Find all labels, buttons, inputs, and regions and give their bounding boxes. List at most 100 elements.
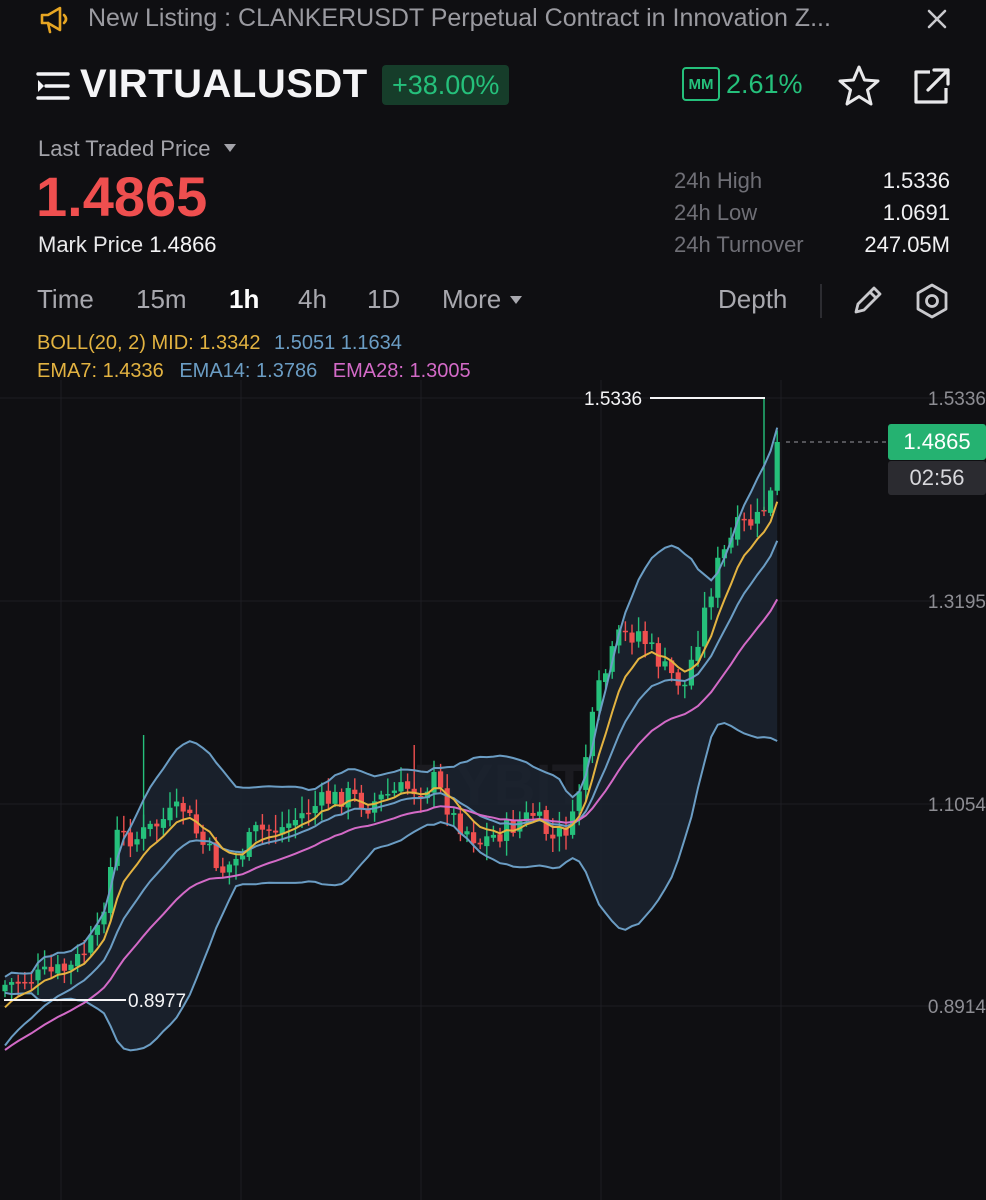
mm-value: 2.61% — [726, 68, 803, 99]
stat-value-24h-turnover: 247.05M — [864, 232, 950, 257]
ema28-label: EMA28: — [332, 360, 404, 382]
megaphone-icon — [40, 6, 68, 34]
tab-1d[interactable]: 1D — [367, 284, 401, 314]
bollinger-band-fill — [5, 427, 778, 1051]
boll-label: BOLL(20, 2) MID: — [37, 332, 194, 354]
bollinger-lower-line — [4, 721, 778, 1052]
menu-icon[interactable] — [36, 70, 70, 102]
candle-body — [372, 801, 378, 813]
candle-body — [391, 790, 397, 793]
candle-body — [688, 659, 694, 686]
candle-body — [299, 813, 305, 819]
candle-body — [220, 866, 226, 873]
announcement-banner[interactable]: New Listing : CLANKERUSDT Perpetual Cont… — [0, 0, 986, 40]
ema7-line — [4, 501, 779, 1009]
candle-body — [695, 646, 701, 661]
candle-body — [233, 858, 239, 866]
mm-icon: MM — [682, 67, 720, 101]
candle-body — [741, 518, 747, 521]
candle-body — [490, 834, 496, 838]
settings-icon[interactable] — [914, 282, 950, 320]
candle-body — [768, 490, 774, 513]
candle-body — [180, 803, 186, 812]
candle-body — [15, 981, 21, 984]
candle-body — [629, 632, 635, 643]
tab-1h[interactable]: 1h — [229, 284, 260, 314]
candle-body — [127, 832, 133, 847]
tab-depth[interactable]: Depth — [718, 284, 788, 314]
mm-indicator[interactable]: MM 2.61% — [682, 67, 803, 101]
ema7-label: EMA7: — [37, 360, 98, 382]
candle-body — [55, 964, 61, 974]
pencil-icon[interactable] — [850, 284, 884, 318]
candle-body — [576, 791, 582, 811]
tab-15m[interactable]: 15m — [136, 284, 187, 314]
last-traded-price: 1.4865 — [36, 165, 208, 228]
candle-body — [167, 807, 173, 821]
candle-body — [405, 781, 411, 789]
candle-body — [200, 831, 206, 845]
symbol-title[interactable]: VIRTUALUSDT — [80, 62, 368, 106]
candle-body — [530, 812, 536, 816]
price-chart[interactable]: BYBIT 1.5336 0.8977 1.5336 1.3195 1.1054… — [0, 380, 986, 1200]
candle-body — [721, 549, 727, 559]
ema14-label: EMA14: — [179, 360, 251, 382]
candle-body — [48, 966, 54, 972]
candle-body — [735, 517, 741, 540]
candle-body — [550, 834, 556, 839]
candle-body — [636, 631, 642, 642]
candle-body — [292, 819, 298, 826]
boll-legend: BOLL(20, 2) MID: 1.3342 1.5051 1.1634 — [37, 332, 402, 355]
candle-body — [81, 953, 87, 956]
y-tick-label: 1.1054 — [928, 795, 986, 816]
candle-body — [141, 827, 147, 839]
candle-body — [398, 782, 404, 792]
tab-4h[interactable]: 4h — [298, 284, 327, 314]
tab-time[interactable]: Time — [37, 284, 94, 314]
change-badge: +38.00% — [382, 65, 510, 105]
candle-body — [484, 836, 490, 847]
candle-body — [312, 806, 318, 814]
tab-more[interactable]: More — [442, 284, 502, 314]
y-tick-label: 1.3195 — [928, 592, 986, 613]
candle-body — [253, 825, 259, 832]
candle-body — [240, 855, 246, 860]
y-tick-label: 0.8914 — [928, 997, 986, 1018]
candle-body — [2, 984, 8, 992]
ema14-value: 1.3786 — [256, 360, 318, 382]
candle-body — [457, 813, 463, 835]
candle-body — [174, 801, 180, 807]
candle-body — [160, 819, 166, 828]
last-traded-price-label[interactable]: Last Traded Price — [38, 136, 211, 161]
candle-body — [286, 823, 292, 828]
candle-body — [213, 842, 219, 869]
share-icon[interactable] — [910, 66, 952, 108]
low-marker-label: 0.8977 — [128, 991, 186, 1012]
boll-mid-value: 1.3342 — [199, 332, 261, 354]
boll-up-value: 1.5051 — [274, 332, 336, 354]
close-icon[interactable] — [924, 6, 950, 32]
candle-body — [273, 830, 279, 833]
candle-body — [279, 827, 285, 835]
candle-body — [523, 812, 529, 822]
high-marker-label: 1.5336 — [584, 389, 642, 410]
caret-down-icon[interactable] — [224, 144, 236, 152]
mark-price: Mark Price 1.4866 — [38, 232, 217, 258]
candle-body — [662, 661, 668, 667]
candle-body — [325, 790, 331, 804]
candle-body — [365, 809, 371, 814]
candle-body — [675, 672, 681, 686]
caret-down-icon[interactable] — [510, 296, 522, 304]
candle-body — [748, 519, 754, 526]
candle-body — [121, 830, 127, 833]
star-icon[interactable] — [836, 64, 882, 108]
candle-body — [497, 834, 503, 842]
current-price-tag-label: 1.4865 — [903, 429, 970, 454]
candle-body — [642, 630, 648, 645]
candle-body — [622, 630, 628, 633]
candle-body — [306, 812, 312, 815]
ema7-value: 1.4336 — [102, 360, 164, 382]
ema28-line — [4, 598, 779, 1051]
candle-body — [68, 964, 74, 971]
banner-text[interactable]: New Listing : CLANKERUSDT Perpetual Cont… — [88, 4, 831, 32]
